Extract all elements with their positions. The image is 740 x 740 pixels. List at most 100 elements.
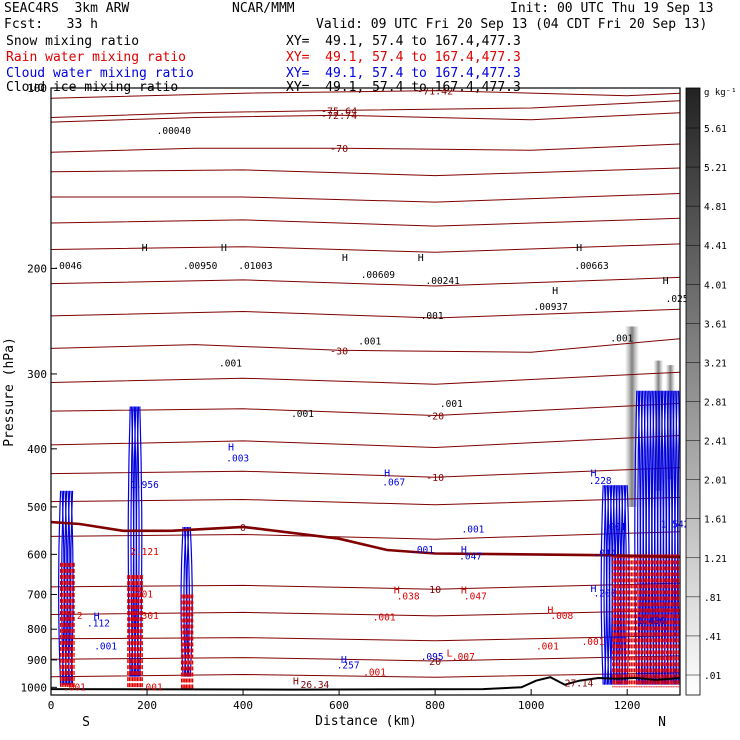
temperature-contour [51, 90, 680, 99]
contour-value-label: 2.121 [130, 547, 159, 558]
contour-annotations: .00040 .00950 .01003 .00609 .00241 .00937 .006… [53, 126, 700, 693]
colorbar-label: 1.61 [704, 515, 727, 526]
colorbar-label: 4.81 [704, 202, 727, 213]
cloud-water-contour [600, 485, 604, 685]
contour-value-label: .001 [219, 358, 242, 369]
temperature-contour-label: -30 [330, 346, 348, 357]
cloud-water-contour [637, 390, 641, 685]
x-tick-label: 200 [137, 699, 157, 712]
x-tick-label: 0 [48, 699, 55, 712]
cloud-water-contour [677, 390, 680, 685]
init-time: Init: 00 UTC Thu 19 Sep 13 [510, 1, 714, 16]
south-label: S [82, 715, 90, 730]
colorbar-label: 5.21 [704, 163, 727, 174]
y-tick-label: 200 [27, 262, 47, 275]
extremum-marker: H [591, 469, 597, 480]
temperature-contour [51, 193, 680, 203]
rain-water-contours [59, 554, 680, 689]
extremum-marker: H [384, 469, 390, 480]
contour-value-label: .00609 [361, 270, 396, 281]
contour-value-label: .01003 [238, 261, 272, 272]
contour-value-label: 27.14 [565, 678, 594, 689]
extremum-marker: H [228, 443, 234, 454]
contour-value-label: .228 [589, 476, 612, 487]
extremum-marker: H [293, 677, 299, 688]
contour-value-label: .001 [440, 399, 463, 410]
cloud-water-contour [603, 485, 607, 685]
temperature-contour-label: 10 [429, 585, 441, 596]
temperature-contour [51, 467, 680, 478]
contour-value-label: .008 [550, 611, 573, 622]
contour-value-label: .001 [582, 637, 605, 648]
temperature-contour [51, 496, 680, 506]
y-tick-label: 400 [27, 443, 47, 456]
temperature-contour [51, 338, 680, 353]
temperature-contour [51, 308, 680, 319]
contour-value-label: .001 [373, 613, 396, 624]
cloud-water-contour [58, 490, 62, 685]
x-tick-label: 1000 [518, 699, 545, 712]
field-name-cloud-water: Cloud water mixing ratio [6, 66, 194, 81]
y-tick-label: 700 [27, 588, 47, 601]
extremum-marker: H [461, 586, 467, 597]
forecast-hour: Fcst: 33 h [4, 17, 98, 32]
y-axis-label: Pressure (hPa) [2, 337, 17, 447]
colorbar-label: 1.21 [704, 554, 727, 565]
temperature-contour [51, 435, 680, 449]
contour-value-label: .001 [536, 642, 559, 653]
field-xy-rain: XY= 49.1, 57.4 to 167.4,477.3 [286, 50, 521, 65]
contour-value-label: .001 [411, 545, 434, 556]
colorbar-label: 2.01 [704, 476, 727, 487]
temperature-contour [51, 609, 680, 617]
extremum-marker: H [221, 243, 227, 254]
temperature-contour [51, 243, 680, 253]
freezing-level-label: 0 [240, 523, 246, 534]
colorbar-label: .81 [704, 593, 721, 604]
contour-value-label: .001 [63, 682, 86, 693]
temperature-contour [51, 402, 680, 417]
freezing-level-line [51, 520, 680, 559]
contour-value-label: .112 [87, 618, 110, 629]
model-title: SEAC4RS 3km ARW [4, 1, 130, 16]
contour-value-label: .001 [291, 409, 314, 420]
extremum-marker: H [418, 253, 424, 264]
contour-value-label: .00241 [426, 276, 461, 287]
cloud-water-contour [665, 390, 670, 685]
ice-shade-column [653, 360, 664, 491]
temperature-contour-label: -70 [330, 144, 348, 155]
colorbar-label: 2.41 [704, 437, 727, 448]
contour-value-label: 1.542 [661, 520, 690, 531]
colorbar-label: 4.01 [704, 280, 727, 291]
field-name-snow: Snow mixing ratio [6, 34, 140, 49]
temperature-contour [51, 371, 680, 385]
temperature-contour [51, 217, 680, 227]
y-axis-ticks: 100 200 300 400 500 600 700 800 900 1000 [21, 82, 57, 694]
contour-value-label: .00937 [534, 302, 568, 313]
temperature-contour [51, 100, 680, 118]
temperature-contour [51, 582, 680, 590]
x-tick-label: 600 [329, 699, 349, 712]
colorbar-unit: g kg⁻¹ [704, 88, 737, 98]
contour-value-label: .001 [363, 668, 386, 679]
temperature-contour [51, 672, 680, 678]
contour-value-label: .047 [459, 552, 482, 563]
colorbar-label: 4.41 [704, 241, 727, 252]
freezing-level-contour: 0 [51, 520, 680, 559]
x-tick-label: 400 [233, 699, 253, 712]
y-tick-label: 1000 [21, 681, 48, 694]
contour-value-label: .067 [382, 477, 405, 488]
colorbar-label: .41 [704, 632, 721, 643]
y-tick-label: 300 [27, 368, 47, 381]
cloud-water-contour [657, 390, 661, 685]
extremum-marker: H [552, 286, 558, 297]
colorbar-label: .01 [704, 671, 721, 682]
contour-value-label: .001 [130, 589, 153, 600]
y-tick-label: 100 [27, 82, 47, 95]
contour-value-label: 1.956 [130, 480, 159, 491]
temperature-contour [51, 276, 680, 287]
contour-value-label: .095 [421, 652, 444, 663]
temperature-contour-label: -75.64 [321, 106, 357, 117]
contour-value-label: .001 [140, 682, 163, 693]
contour-value-label: .047 [464, 591, 487, 602]
contour-value-label: .00950 [183, 261, 218, 272]
